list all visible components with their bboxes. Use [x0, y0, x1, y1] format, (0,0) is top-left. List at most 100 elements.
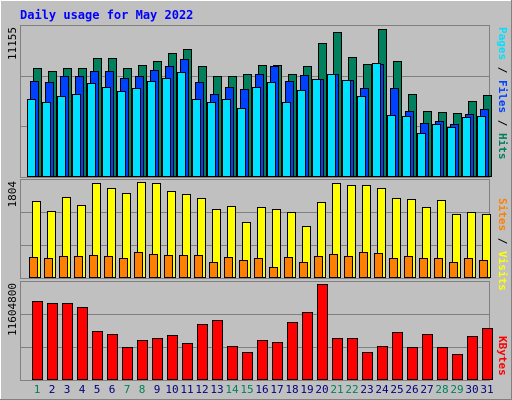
legend-kbytes: KBytes — [496, 336, 509, 376]
day-label: 30 — [465, 383, 478, 396]
hits-pages-bar — [27, 99, 36, 177]
hits-pages-bar — [42, 102, 51, 177]
day-label: 24 — [375, 383, 389, 396]
day-label: 20 — [315, 383, 328, 396]
kbytes-kbytes-bar — [362, 352, 373, 380]
hits-pages-bar — [132, 88, 141, 177]
hits-pages-bar — [147, 81, 156, 177]
hits-pages-bar — [72, 94, 81, 177]
visits-sites-bar — [134, 252, 143, 278]
kbytes-kbytes-bar — [317, 284, 328, 380]
visits-sites-bar — [314, 256, 323, 278]
bars — [27, 29, 493, 380]
kbytes-kbytes-bar — [467, 336, 478, 380]
hits-pages-bar — [102, 87, 111, 177]
visits-sites-bar — [29, 257, 38, 278]
hits-pages-bar — [357, 96, 366, 177]
visits-series-legend: Sites / Visits — [496, 198, 509, 291]
kbytes-kbytes-bar — [407, 347, 418, 380]
visits-sites-bar — [164, 255, 173, 278]
kbytes-series-legend: KBytes — [496, 336, 509, 376]
hits-pages-bar — [372, 63, 381, 177]
visits-sites-bar — [254, 258, 263, 278]
day-label: 16 — [255, 383, 268, 396]
kbytes-kbytes-bar — [167, 335, 178, 380]
day-label: 10 — [165, 383, 178, 396]
day-label: 21 — [330, 383, 343, 396]
day-label: 13 — [210, 383, 223, 396]
day-label: 27 — [420, 383, 433, 396]
kbytes-kbytes-bar — [32, 301, 43, 380]
day-label: 18 — [285, 383, 298, 396]
hits-pages-bar — [87, 83, 96, 177]
kbytes-kbytes-bar — [182, 343, 193, 380]
visits-sites-bar — [464, 258, 473, 278]
day-label: 28 — [435, 383, 448, 396]
visits-sites-bar — [419, 258, 428, 278]
visits-sites-bar — [404, 256, 413, 278]
day-label: 22 — [345, 383, 358, 396]
visits-sites-bar — [479, 260, 488, 278]
legend-visits: Visits — [496, 251, 509, 291]
day-labels: 1 2 3 4 5 6 7 8 9 10 11 12 13 14 15 16 17 18 19 20 21 22 23 24 2… — [34, 383, 494, 396]
hits-pages-bar — [252, 87, 261, 177]
kbytes-kbytes-bar — [92, 331, 103, 380]
legend-hits: Hits — [496, 133, 509, 160]
kbytes-kbytes-bar — [272, 342, 283, 380]
day-label: 6 — [109, 383, 116, 396]
visits-sites-bar — [344, 256, 353, 278]
hits-pages-bar — [237, 108, 246, 177]
visits-sites-bar — [329, 254, 338, 278]
visits-sites-bar — [239, 260, 248, 278]
hits-pages-bar — [477, 116, 486, 177]
day-label: 1 — [34, 383, 41, 396]
visits-sites-bar — [89, 255, 98, 278]
day-label: 19 — [300, 383, 313, 396]
visits-sites-bar — [359, 252, 368, 278]
visits-sites-bar — [149, 254, 158, 278]
kbytes-kbytes-bar — [122, 347, 133, 380]
hits-pages-bar — [57, 96, 66, 177]
kbytes-kbytes-bar — [392, 332, 403, 380]
day-label: 8 — [139, 383, 146, 396]
hits-pages-bar — [402, 116, 411, 177]
kbytes-kbytes-bar — [452, 354, 463, 380]
day-label: 5 — [94, 383, 101, 396]
kbytes-kbytes-bar — [212, 320, 223, 380]
visits-sites-bar — [449, 262, 458, 278]
kbytes-kbytes-bar — [242, 352, 253, 380]
day-label: 31 — [480, 383, 493, 396]
hits-pages-bar — [327, 74, 336, 177]
kbytes-kbytes-bar — [257, 340, 268, 380]
day-label: 26 — [405, 383, 418, 396]
kbytes-kbytes-bar — [437, 347, 448, 380]
hits-pages-bar — [267, 82, 276, 177]
legend-sep-1: / — [496, 67, 509, 74]
visits-sites-bar — [119, 258, 128, 278]
kbytes-kbytes-bar — [197, 324, 208, 380]
hits-pages-bar — [312, 79, 321, 177]
kbytes-kbytes-bar — [152, 338, 163, 380]
day-label: 9 — [154, 383, 161, 396]
kbytes-kbytes-bar — [377, 346, 388, 380]
visits-sites-bar — [74, 256, 83, 278]
day-label: 29 — [450, 383, 463, 396]
visits-sites-bar — [269, 267, 278, 278]
visits-sites-bar — [374, 253, 383, 278]
hits-pages-bar — [192, 99, 201, 177]
hits-pages-bar — [447, 127, 456, 177]
hits-pages-bar — [297, 90, 306, 177]
visits-sites-bar — [59, 256, 68, 278]
day-label: 23 — [360, 383, 373, 396]
day-label: 14 — [225, 383, 239, 396]
visits-sites-bar — [434, 258, 443, 278]
visits-sites-bar — [179, 255, 188, 278]
kbytes-kbytes-bar — [482, 328, 493, 380]
hits-max-label: 11155 — [6, 27, 19, 60]
kbytes-kbytes-bar — [107, 334, 118, 380]
hits-pages-bar — [387, 115, 396, 177]
legend-files: Files — [496, 80, 509, 113]
kbytes-max-label: 11604800 — [6, 283, 19, 336]
